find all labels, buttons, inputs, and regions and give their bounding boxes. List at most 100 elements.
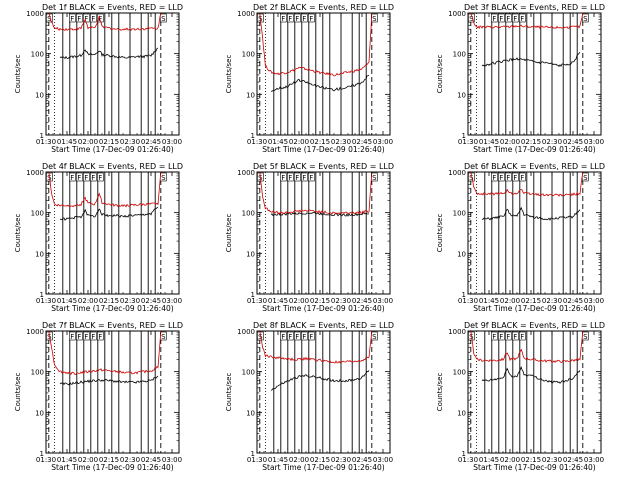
flag-label: F: [506, 174, 510, 182]
events-series-line: [59, 206, 159, 221]
flag-label: S: [161, 174, 166, 182]
x-tick-label: 01:30: [36, 297, 56, 305]
flag-label: S: [469, 174, 474, 182]
flag-box: [286, 172, 294, 182]
panel-title: Det 6f BLACK = Events, RED = LLD: [464, 162, 605, 171]
y-tick-label: 1: [40, 291, 44, 299]
events-series-line: [481, 206, 581, 221]
x-axis-label: Start Time (17-Dec-09 01:26:40): [51, 145, 173, 154]
flag-label: S: [161, 15, 166, 23]
x-tick-label: 02:30: [542, 297, 562, 305]
flag-label: S: [47, 15, 52, 23]
flag-box: [293, 172, 301, 182]
y-axis-label: Counts/sec: [225, 214, 233, 253]
flag-label: F: [520, 333, 524, 341]
flag-box: [286, 13, 294, 23]
flag-label: F: [309, 333, 313, 341]
flag-box: [511, 172, 519, 182]
x-tick-label: 01:30: [247, 456, 267, 464]
y-tick-label: 100: [453, 369, 466, 377]
panel-title: Det 7f BLACK = Events, RED = LLD: [42, 321, 183, 330]
panel-det-6: Det 6f BLACK = Events, RED = LLD 1 10 100 10…: [436, 162, 605, 313]
x-tick-label: 02:00: [289, 456, 309, 464]
x-tick-label: 02:00: [289, 138, 309, 146]
panel-det-9: Det 9f BLACK = Events, RED = LLD 1 10 100 10…: [436, 321, 605, 472]
flag-label: F: [499, 174, 503, 182]
x-tick-label: 02:15: [99, 297, 119, 305]
panel-det-1: Det 1f BLACK = Events, RED = LLD 1 10 100 10…: [14, 3, 183, 154]
flag-label: F: [302, 15, 306, 23]
plot-frame: [256, 12, 391, 136]
panel-det-4: Det 4f BLACK = Events, RED = LLD 1 10 100 10…: [14, 162, 183, 313]
flag-label: F: [520, 174, 524, 182]
flag-label: S: [372, 174, 377, 182]
x-tick-label: 02:00: [289, 297, 309, 305]
flag-label: F: [513, 333, 517, 341]
x-tick-label: 03:00: [373, 138, 393, 146]
y-tick-label: 1000: [448, 169, 466, 177]
flag-box: [504, 172, 512, 182]
y-axis-label: Counts/sec: [14, 55, 22, 94]
y-tick-label: 100: [31, 210, 44, 218]
x-tick-label: 02:15: [99, 138, 119, 146]
lld-series-line: [48, 171, 162, 208]
flag-box: [490, 331, 498, 341]
flag-label: F: [288, 174, 292, 182]
x-tick-label: 01:30: [458, 456, 478, 464]
x-tick-label: 02:30: [542, 138, 562, 146]
flag-box: [83, 331, 90, 341]
flag-box: [307, 13, 315, 23]
plot-frame: [467, 171, 602, 295]
y-axis-label: Counts/sec: [436, 214, 444, 253]
flag-box: [97, 13, 104, 23]
x-tick-label: 03:00: [162, 297, 182, 305]
y-tick-label: 10: [457, 91, 466, 99]
y-tick-label: 10: [246, 91, 255, 99]
flag-label: S: [372, 333, 377, 341]
flag-label: F: [91, 15, 95, 23]
x-tick-label: 01:45: [479, 456, 499, 464]
flag-box: [160, 13, 167, 23]
flag-label: F: [70, 333, 74, 341]
flag-box: [307, 331, 315, 341]
x-tick-label: 01:45: [268, 456, 288, 464]
x-tick-label: 02:45: [352, 138, 372, 146]
y-tick-label: 100: [31, 369, 44, 377]
y-tick-label: 10: [35, 91, 44, 99]
y-axis-label: Counts/sec: [436, 373, 444, 412]
flag-label: F: [295, 333, 299, 341]
flag-label: S: [583, 333, 588, 341]
x-axis-label: Start Time (17-Dec-09 01:26:40): [262, 304, 384, 313]
flag-label: F: [281, 333, 285, 341]
panel-det-3: Det 3f BLACK = Events, RED = LLD 1 10 100 10…: [436, 3, 605, 154]
flag-label: F: [520, 15, 524, 23]
x-tick-label: 02:30: [331, 456, 351, 464]
flag-box: [490, 13, 498, 23]
flag-box: [279, 172, 287, 182]
x-tick-label: 02:45: [563, 456, 583, 464]
lld-series-line: [259, 330, 373, 364]
flag-label: F: [77, 15, 81, 23]
flag-box: [69, 13, 76, 23]
x-tick-label: 02:30: [120, 138, 140, 146]
x-tick-label: 02:15: [310, 456, 330, 464]
x-tick-label: 02:45: [141, 138, 161, 146]
flag-label: F: [309, 15, 313, 23]
x-axis-label: Start Time (17-Dec-09 01:26:40): [473, 304, 595, 313]
flag-box: [90, 331, 97, 341]
y-tick-label: 10: [457, 409, 466, 417]
flag-label: F: [492, 174, 496, 182]
flag-box: [83, 172, 90, 182]
flag-label: F: [295, 174, 299, 182]
x-tick-label: 01:30: [36, 456, 56, 464]
flag-label: F: [84, 333, 88, 341]
flag-box: [76, 331, 83, 341]
y-tick-label: 1000: [237, 328, 255, 336]
plot-frame: [467, 330, 602, 454]
flag-label: S: [161, 333, 166, 341]
x-tick-label: 01:45: [57, 297, 77, 305]
flag-label: F: [492, 333, 496, 341]
x-axis-label: Start Time (17-Dec-09 01:26:40): [262, 463, 384, 472]
x-tick-label: 03:00: [162, 138, 182, 146]
